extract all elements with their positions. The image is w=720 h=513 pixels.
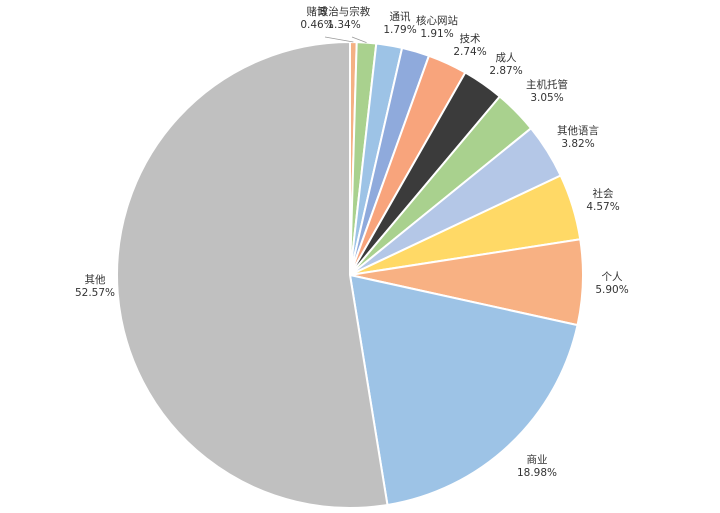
slice-label-11: 政治与宗教 [318,5,371,18]
slice-label-12: 赌博 [307,5,328,18]
slice-label-3: 个人 [602,271,623,283]
slice-label-10: 通讯 [390,10,411,23]
slice-label-4: 社会 [593,187,614,200]
pie-slice-1 [116,40,389,509]
slice-percentage-3: 5.90% [595,284,628,296]
pie-slice-2 [348,273,579,507]
slice-percentage-9: 1.91% [420,28,453,40]
slice-percentage-5: 3.82% [561,138,594,150]
slice-percentage-6: 3.05% [530,92,563,104]
slice-label-8: 技术 [460,32,481,45]
slice-percentage-8: 2.74% [453,46,486,58]
slice-percentage-2: 18.98% [517,467,557,479]
slice-percentage-12: 0.46% [300,19,333,31]
slice-percentage-7: 2.87% [489,65,522,77]
slice-percentage-11: 1.34% [327,19,360,31]
leader-line-12 [324,36,354,43]
slice-percentage-1: 52.57% [75,287,115,299]
slice-label-5: 其他语言 [557,124,599,137]
slice-label-9: 核心网站 [416,14,458,27]
slice-label-7: 成人 [496,52,517,64]
leader-line-11 [351,36,367,43]
slice-percentage-10: 1.79% [383,24,416,36]
slice-label-1: 其他 [85,273,106,286]
slice-label-2: 商业 [527,453,548,466]
slice-percentage-4: 4.57% [586,201,619,213]
leader-lines-layer [324,36,367,43]
slices-layer [116,40,584,509]
slice-label-6: 主机托管 [526,78,568,91]
